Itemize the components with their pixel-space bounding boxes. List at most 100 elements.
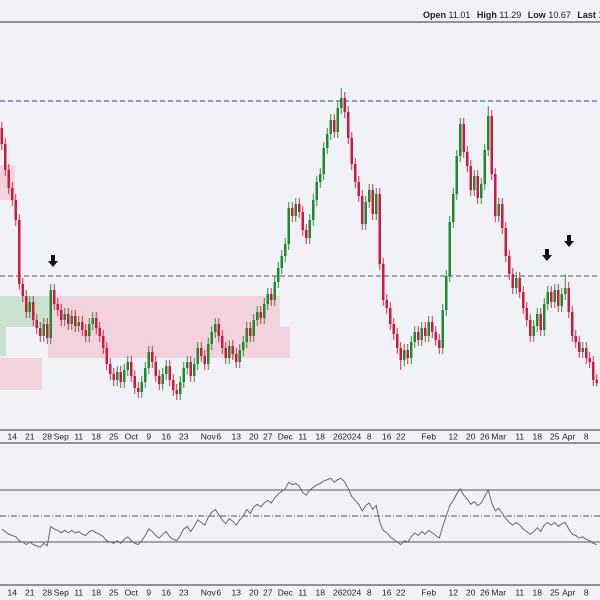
low-value: 10.67	[548, 10, 571, 20]
candle-body	[508, 256, 511, 274]
x-tick-label: 23	[179, 431, 189, 441]
x-tick-label: 8	[584, 587, 589, 597]
rsi-panel: 14 21 28 Sep 11 18 25 Oct 9 16 23 Nov 6 13 20 27 Dec 11 18…	[0, 477, 600, 597]
x-tick-label: Dec	[278, 587, 294, 597]
x-tick-label: 28	[43, 431, 53, 441]
candle-body	[455, 156, 458, 194]
candle-body	[473, 176, 476, 190]
arrow	[542, 249, 552, 261]
candle-body	[466, 152, 469, 166]
candle-body	[273, 282, 276, 300]
candle-body	[116, 372, 119, 380]
x-tick-label: Mar	[491, 587, 506, 597]
candle-body	[567, 288, 570, 312]
candle-body	[214, 324, 217, 332]
candle-body	[529, 320, 532, 336]
candle-body	[361, 196, 364, 224]
candle-body	[140, 382, 143, 392]
candle-body	[49, 290, 52, 338]
x-tick-label: 26	[480, 431, 490, 441]
x-tick-label: 18	[92, 431, 102, 441]
candle-body	[490, 116, 493, 174]
candle-body	[74, 316, 77, 326]
candle-body	[133, 376, 136, 388]
candle-body	[291, 208, 294, 216]
candle-body	[4, 144, 7, 170]
x-tick-label: 18	[533, 587, 543, 597]
candle-body	[179, 382, 182, 394]
x-tick-label: 9	[146, 587, 151, 597]
candle-body	[56, 304, 59, 310]
candle-body	[410, 342, 413, 358]
candle-body	[280, 256, 283, 268]
zone	[48, 296, 280, 327]
candle-body	[354, 164, 357, 182]
candle-body	[371, 190, 374, 214]
x-tick-label: 8	[367, 431, 372, 441]
candle-body	[200, 348, 203, 356]
x-tick-label: Feb	[421, 431, 436, 441]
candle-body	[175, 390, 178, 394]
candle-body	[364, 202, 367, 224]
candle-body	[235, 354, 238, 362]
x-tick-label: 9	[146, 431, 151, 441]
candle-body	[350, 138, 353, 164]
x-tick-label: 11	[74, 431, 83, 441]
arrows	[48, 235, 574, 267]
candle-body	[158, 376, 161, 384]
candle-body	[525, 308, 528, 320]
candle-body	[343, 98, 346, 112]
candle-body	[95, 318, 98, 328]
candle-body	[494, 174, 497, 216]
x-tick-label: 8	[367, 587, 372, 597]
candle-body	[308, 220, 311, 238]
candle-body	[221, 336, 224, 348]
x-tick-label: Sep	[54, 587, 69, 597]
x-tick-label: 12	[449, 587, 459, 597]
candle-body	[368, 190, 371, 202]
candle-body	[259, 312, 262, 318]
arrow	[48, 255, 58, 267]
candle-body	[137, 388, 140, 392]
candle-body	[375, 194, 378, 214]
x-tick-label: 26	[480, 587, 490, 597]
candle-body	[480, 184, 483, 198]
candle-body	[462, 124, 465, 152]
candle-body	[448, 222, 451, 276]
low-label: Low	[528, 10, 547, 20]
candle-body	[67, 314, 70, 324]
candle-body	[130, 362, 133, 376]
candle-body	[32, 302, 35, 320]
candle-body	[319, 174, 322, 182]
last-value: 1	[598, 10, 600, 20]
x-tick-label: 20	[249, 587, 259, 597]
header-bar	[0, 0, 600, 22]
candle-body	[224, 348, 227, 358]
candle-body	[182, 368, 185, 382]
x-tick-label: Apr	[562, 431, 575, 441]
candle-body	[329, 120, 332, 134]
candle-body	[595, 379, 598, 383]
candle-body	[277, 268, 280, 282]
candle-body	[42, 324, 45, 336]
candle-body	[406, 350, 409, 358]
candle-body	[249, 328, 252, 336]
candle-body	[550, 292, 553, 302]
candle-body	[385, 300, 388, 308]
candle-body	[417, 332, 420, 340]
x-tick-label: 23	[179, 587, 189, 597]
candle-body	[161, 374, 164, 384]
candle-body	[511, 274, 514, 288]
candle-body	[91, 318, 94, 324]
candle-body	[326, 134, 329, 148]
candle-body	[592, 362, 595, 380]
candle-body	[431, 322, 434, 332]
candle-body	[497, 204, 500, 216]
ohlc-header: Open 11.01 High 11.29 Low 10.67 Last 1	[423, 10, 600, 20]
candle-body	[294, 204, 297, 216]
candle-body	[46, 324, 49, 338]
candle-body	[483, 150, 486, 184]
candle-body	[207, 344, 210, 364]
candle-body	[396, 334, 399, 348]
